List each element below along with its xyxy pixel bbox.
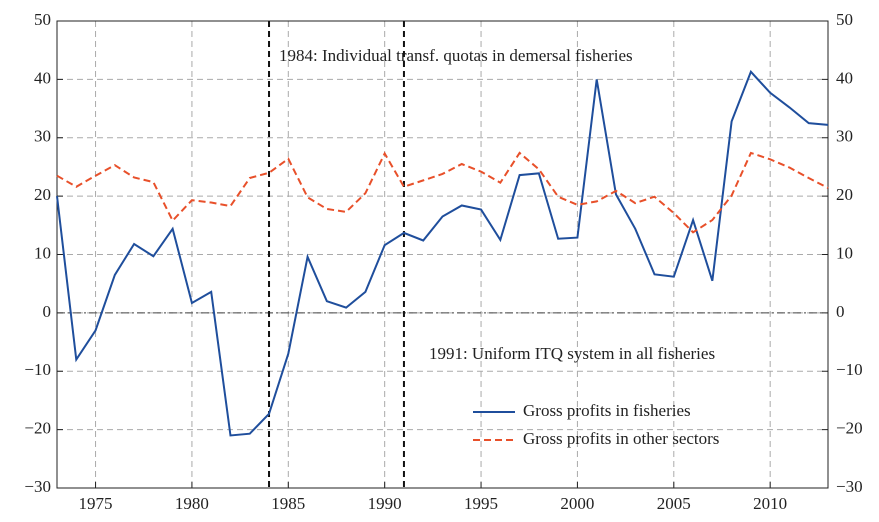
x-tick-label: 1990	[368, 494, 402, 513]
y-tick-label: 10	[34, 243, 51, 262]
x-tick-label: 1975	[79, 494, 113, 513]
y2-tick-label: 0	[836, 302, 845, 321]
y2-tick-label: 20	[836, 185, 853, 204]
legend-label: Gross profits in other sectors	[523, 429, 719, 448]
y-tick-label: 30	[34, 127, 51, 146]
series-line	[56, 69, 829, 437]
x-tick-label: 1980	[175, 494, 209, 513]
x-tick-label: 2010	[753, 494, 787, 513]
y2-tick-label: −10	[836, 360, 863, 379]
y-tick-label: −20	[24, 419, 51, 438]
x-tick-label: 1985	[271, 494, 305, 513]
y-tick-label: 40	[34, 68, 51, 87]
y2-tick-label: −20	[836, 419, 863, 438]
y2-tick-label: 40	[836, 68, 853, 87]
annotation: 1984: Individual transf. quotas in demer…	[279, 46, 633, 65]
y-tick-label: −30	[24, 477, 51, 496]
y2-tick-label: 50	[836, 10, 853, 29]
y-tick-label: −10	[24, 360, 51, 379]
series-line	[56, 151, 829, 234]
x-tick-label: 1995	[464, 494, 498, 513]
y-tick-label: 20	[34, 185, 51, 204]
x-tick-label: 2000	[560, 494, 594, 513]
x-tick-label: 2005	[657, 494, 691, 513]
y2-tick-label: 30	[836, 127, 853, 146]
y2-tick-label: 10	[836, 243, 853, 262]
y-tick-label: 50	[34, 10, 51, 29]
legend-label: Gross profits in fisheries	[523, 401, 691, 420]
plot-frame	[56, 20, 829, 489]
annotation: 1991: Uniform ITQ system in all fisherie…	[429, 344, 715, 363]
y-tick-label: 0	[43, 302, 52, 321]
y2-tick-label: −30	[836, 477, 863, 496]
